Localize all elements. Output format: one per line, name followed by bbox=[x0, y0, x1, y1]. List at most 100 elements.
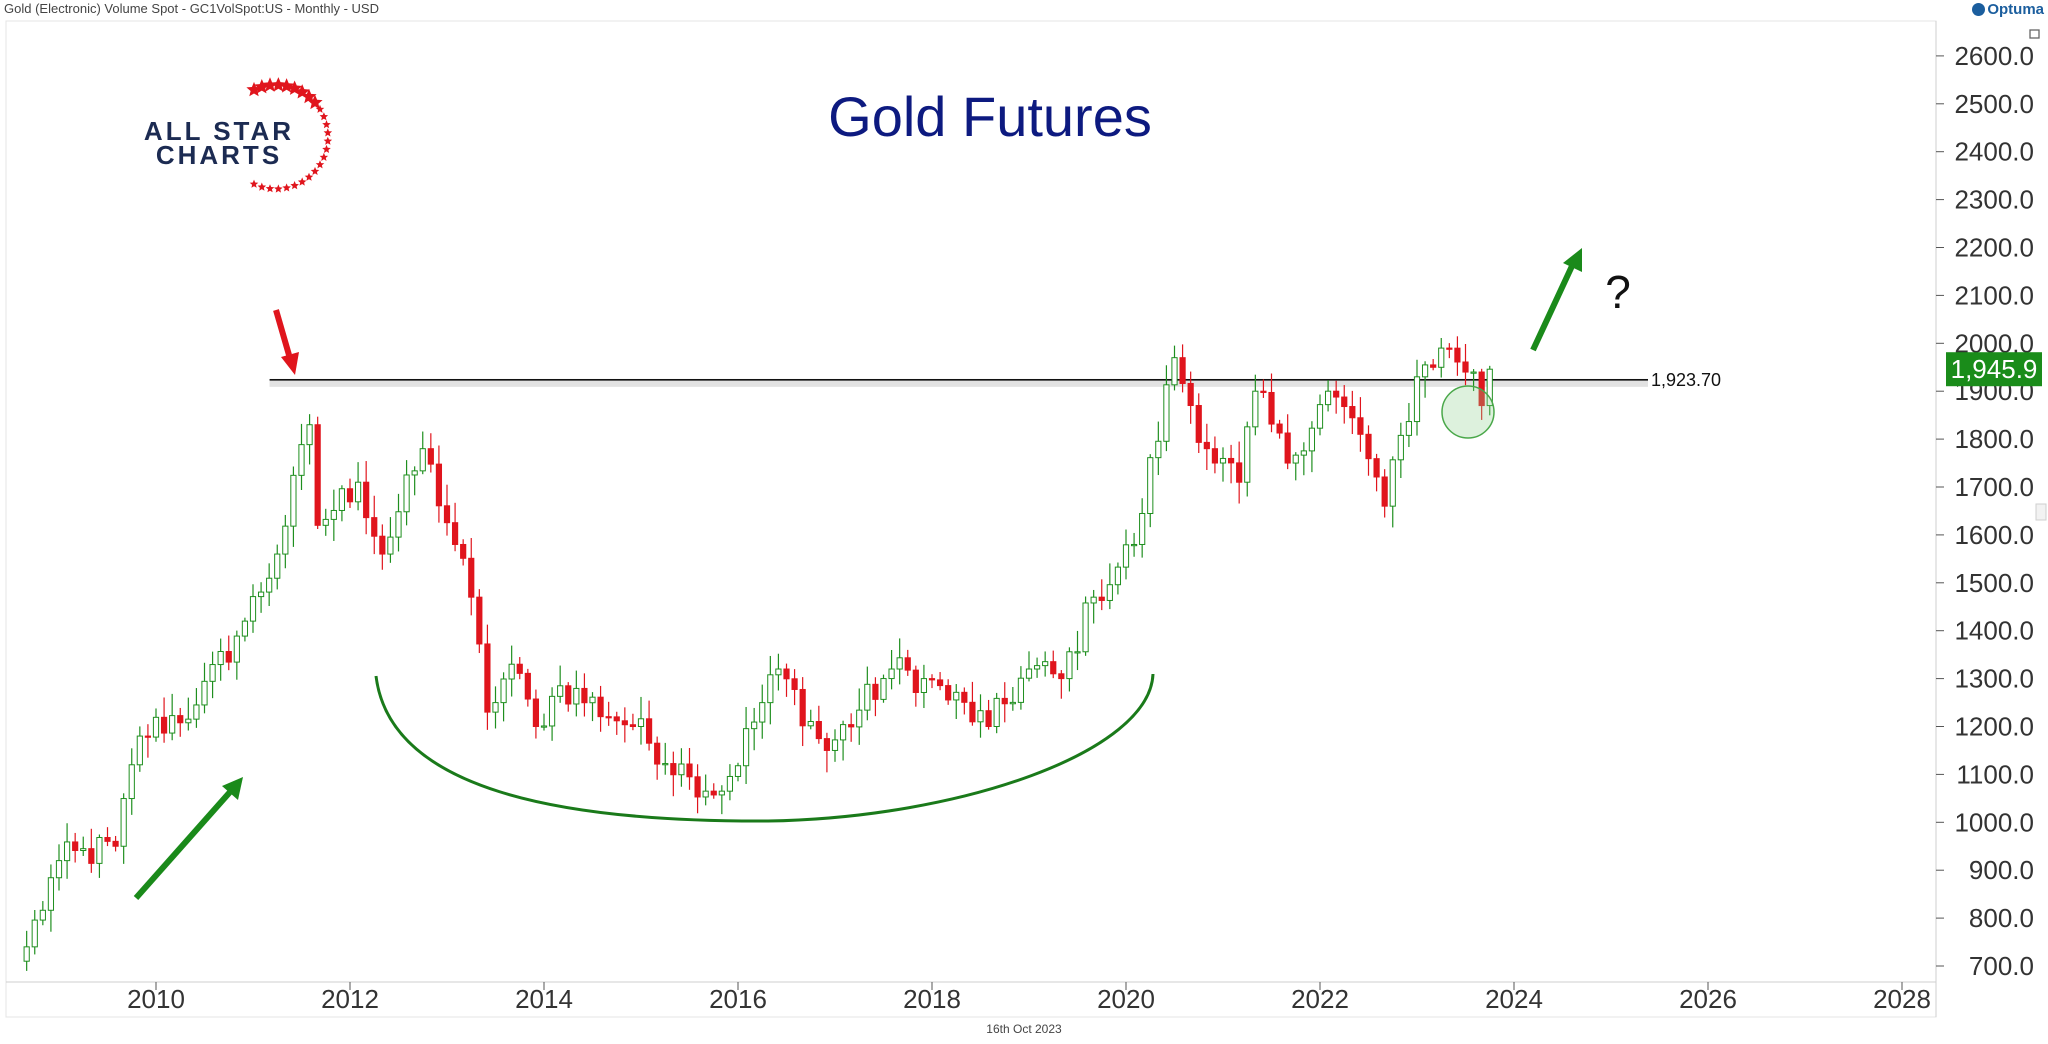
y-tick-label: 700.0 bbox=[1969, 951, 2034, 981]
candle-body bbox=[1462, 361, 1469, 373]
candle-body bbox=[1033, 665, 1041, 670]
logo-star bbox=[290, 181, 299, 190]
candle-body bbox=[1139, 512, 1146, 545]
logo-star bbox=[262, 77, 278, 92]
x-tick-label: 2010 bbox=[127, 984, 185, 1014]
candle-body bbox=[1486, 368, 1493, 407]
candle-body bbox=[702, 790, 709, 798]
candle-body bbox=[338, 488, 346, 511]
y-tick-label: 2600.0 bbox=[1954, 41, 2034, 71]
candle-body bbox=[290, 474, 297, 527]
candle-body bbox=[266, 577, 273, 593]
candle-body bbox=[1260, 390, 1267, 393]
candle-body bbox=[920, 678, 928, 693]
x-tick-label: 2020 bbox=[1097, 984, 1155, 1014]
candle-body bbox=[185, 718, 192, 724]
candle-body bbox=[55, 860, 63, 879]
candle-body bbox=[306, 424, 313, 446]
candle-body bbox=[193, 704, 200, 720]
y-tick-label: 1400.0 bbox=[1954, 616, 2034, 646]
saucer-arc bbox=[374, 673, 1155, 823]
candle-body bbox=[298, 444, 305, 476]
down-arrow-red-icon bbox=[273, 309, 299, 375]
candle-body bbox=[492, 702, 499, 713]
resistance-band bbox=[269, 378, 1648, 387]
candle-body bbox=[726, 775, 734, 792]
candle-body bbox=[282, 525, 289, 555]
candle-body bbox=[1357, 417, 1364, 435]
candle-body bbox=[1341, 396, 1348, 408]
logo-star bbox=[319, 152, 329, 161]
candle-body bbox=[807, 720, 814, 727]
logo-star bbox=[301, 88, 317, 104]
candle-body bbox=[1179, 357, 1186, 384]
candle-body bbox=[96, 837, 103, 864]
annotations: ? bbox=[133, 248, 1631, 900]
logo-star bbox=[249, 179, 259, 188]
candle-body bbox=[856, 709, 863, 728]
logo-stars bbox=[246, 77, 333, 193]
candle-body bbox=[39, 909, 46, 921]
candle-body bbox=[710, 790, 717, 796]
candle-body bbox=[249, 596, 257, 622]
candle-body bbox=[379, 535, 386, 555]
candle-body bbox=[621, 720, 628, 726]
candle-body bbox=[848, 724, 855, 728]
candle-body bbox=[1244, 426, 1251, 483]
candle-body bbox=[476, 596, 483, 645]
candle-body bbox=[1082, 602, 1089, 653]
candle-body bbox=[72, 841, 79, 851]
candle-body bbox=[1276, 423, 1283, 434]
candle-body bbox=[274, 553, 281, 579]
candle-body bbox=[1066, 651, 1073, 680]
logo-star bbox=[307, 94, 323, 110]
candle-body bbox=[1017, 677, 1025, 703]
lock-icon[interactable] bbox=[2029, 29, 2040, 39]
candle-body bbox=[573, 687, 580, 705]
candle-body bbox=[144, 735, 152, 738]
candle-body bbox=[160, 716, 168, 734]
candle-body bbox=[112, 840, 119, 847]
candle-body bbox=[104, 837, 111, 842]
candle-body bbox=[524, 672, 531, 700]
candle-body bbox=[1042, 661, 1049, 667]
candle-body bbox=[508, 663, 515, 680]
candle-body bbox=[1074, 651, 1081, 654]
candle-body bbox=[403, 474, 410, 513]
candle-body bbox=[540, 725, 548, 728]
candle-body bbox=[1114, 566, 1122, 586]
candle-body bbox=[451, 522, 459, 545]
candle-body bbox=[759, 702, 766, 723]
collapse-handle[interactable] bbox=[2035, 503, 2047, 521]
y-tick-label: 1800.0 bbox=[1954, 424, 2034, 454]
x-tick-label: 2018 bbox=[903, 984, 961, 1014]
candle-body bbox=[1155, 440, 1162, 459]
candle-body bbox=[1365, 433, 1372, 460]
y-tick-label: 1600.0 bbox=[1954, 520, 2034, 550]
candle-body bbox=[1203, 441, 1210, 450]
candle-body bbox=[1454, 347, 1461, 363]
candle-body bbox=[839, 724, 847, 741]
candle-body bbox=[460, 543, 467, 559]
x-tick-label: 2028 bbox=[1873, 984, 1931, 1014]
candle-body bbox=[443, 505, 451, 524]
candle-body bbox=[734, 765, 742, 777]
candle-body bbox=[241, 620, 249, 637]
brand-logo: Optuma bbox=[1972, 1, 2044, 18]
candle-body bbox=[1438, 347, 1445, 368]
candle-body bbox=[435, 463, 443, 507]
candle-body bbox=[322, 518, 329, 526]
candle-body bbox=[645, 718, 653, 744]
candle-body bbox=[468, 557, 475, 598]
candle-body bbox=[80, 848, 87, 851]
logo-star bbox=[257, 182, 267, 191]
logo-star bbox=[297, 177, 307, 186]
candle-body bbox=[1195, 405, 1202, 443]
y-tick-label: 2100.0 bbox=[1954, 280, 2034, 310]
candle-body bbox=[152, 716, 160, 738]
candle-body bbox=[1470, 371, 1477, 374]
chart-title: Gold Futures bbox=[828, 85, 1152, 148]
footer-date: 16th Oct 2023 bbox=[986, 1022, 1062, 1036]
x-tick-label: 2026 bbox=[1679, 984, 1737, 1014]
logo-star bbox=[322, 120, 331, 129]
